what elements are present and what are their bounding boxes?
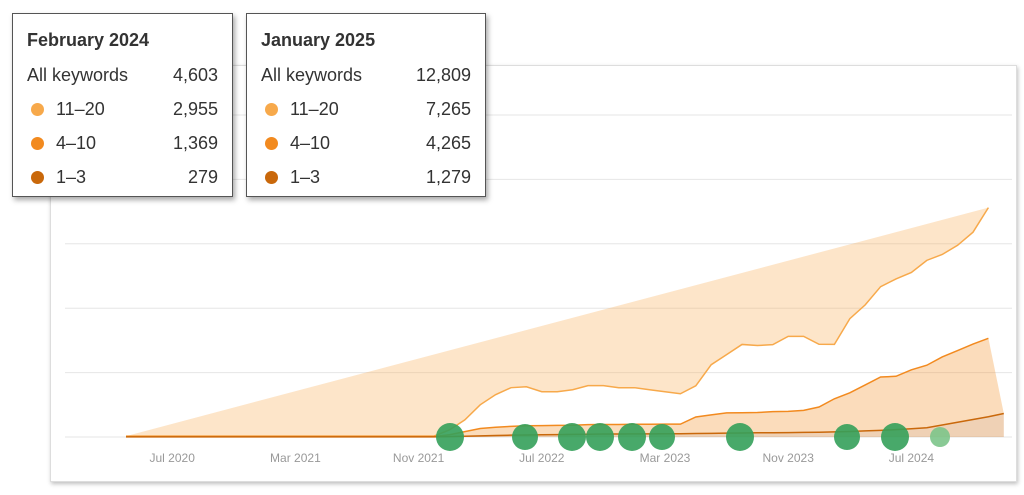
x-tick-label: Nov 2023 <box>763 451 815 465</box>
row-label: 1–3 <box>261 166 320 200</box>
row-label: All keywords <box>27 64 128 98</box>
annotation <box>834 424 860 450</box>
row-value: 1,279 <box>425 167 471 187</box>
row-value: 2,955 <box>172 99 218 119</box>
row-label: 4–10 <box>261 132 330 166</box>
annotation <box>512 424 538 450</box>
annotation <box>618 423 646 451</box>
row-label: 11–20 <box>261 98 339 132</box>
tooltip-row: All keywords 4,603 <box>27 64 218 98</box>
legend-dot <box>31 103 44 116</box>
tooltip-row: 1–3 279 <box>27 166 218 200</box>
annotation <box>881 423 909 451</box>
tooltip-row: 4–10 4,265 <box>261 132 471 166</box>
tooltip: January 2025 All keywords 12,809 11–20 7,265… <box>246 13 486 197</box>
row-label: All keywords <box>261 64 362 98</box>
label-text: 11–20 <box>56 99 105 119</box>
label-text: 4–10 <box>56 133 97 153</box>
tooltip-row: 11–20 7,265 <box>261 98 471 132</box>
legend-dot <box>31 137 44 150</box>
tooltip-row: 11–20 2,955 <box>27 98 218 132</box>
x-tick-label: Nov 2021 <box>393 451 445 465</box>
x-tick-label: Jul 2022 <box>519 451 565 465</box>
legend-dot <box>31 171 44 184</box>
tooltip-title: January 2025 <box>261 30 376 50</box>
row-value: 4,603 <box>172 65 218 85</box>
annotation <box>586 423 614 451</box>
tooltip-row: 4–10 1,369 <box>27 132 218 166</box>
row-label: 4–10 <box>27 132 96 166</box>
legend-dot <box>265 103 278 116</box>
x-tick-label: Mar 2023 <box>640 451 691 465</box>
x-tick-label: Jul 2020 <box>150 451 196 465</box>
x-tick-label: Jul 2024 <box>889 451 935 465</box>
label-text: 1–3 <box>56 167 87 187</box>
row-label: 1–3 <box>27 166 86 200</box>
area <box>126 338 1004 437</box>
x-tick-label: Mar 2021 <box>270 451 321 465</box>
annotation <box>930 427 950 447</box>
row-value: 279 <box>187 167 218 187</box>
label-text: 1–3 <box>290 167 321 187</box>
legend-dot <box>265 171 278 184</box>
tooltip-title: February 2024 <box>27 30 150 50</box>
label-text: 11–20 <box>290 99 339 119</box>
row-label: 11–20 <box>27 98 105 132</box>
annotation <box>558 423 586 451</box>
annotations <box>436 423 950 451</box>
label-text: All keywords <box>261 65 363 85</box>
label-text: All keywords <box>27 65 129 85</box>
tooltip: February 2024 All keywords 4,603 11–20 2,955… <box>12 13 233 197</box>
label-text: 4–10 <box>290 133 331 153</box>
annotation <box>649 424 675 450</box>
tooltip-row: All keywords 12,809 <box>261 64 471 98</box>
legend-dot <box>265 137 278 150</box>
row-value: 12,809 <box>415 65 471 85</box>
row-value: 7,265 <box>425 99 471 119</box>
tooltip-row: 1–3 1,279 <box>261 166 471 200</box>
row-value: 1,369 <box>172 133 218 153</box>
annotation <box>436 423 464 451</box>
annotation <box>726 423 754 451</box>
row-value: 4,265 <box>425 133 471 153</box>
area <box>126 413 1004 437</box>
area <box>126 207 989 437</box>
